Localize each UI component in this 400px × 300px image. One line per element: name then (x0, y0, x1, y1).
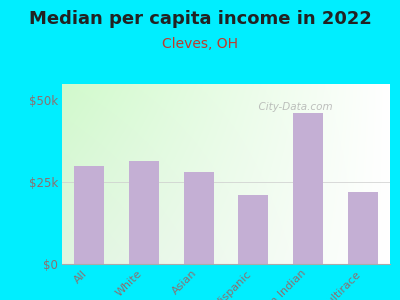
Bar (129, 161, 159, 264)
Text: Cleves, OH: Cleves, OH (162, 37, 238, 50)
Bar (184, 172, 214, 264)
Bar (293, 113, 323, 264)
Text: Median per capita income in 2022: Median per capita income in 2022 (28, 11, 372, 28)
Bar (238, 195, 268, 264)
Bar (348, 192, 378, 264)
Text: City-Data.com: City-Data.com (252, 102, 333, 112)
Bar (74, 166, 104, 264)
